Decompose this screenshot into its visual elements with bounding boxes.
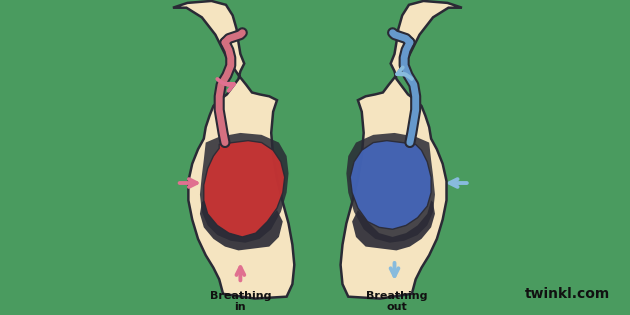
Polygon shape: [352, 200, 435, 250]
Text: Breathing
in: Breathing in: [210, 291, 271, 312]
Polygon shape: [173, 1, 294, 299]
Text: twinkl.com: twinkl.com: [525, 287, 610, 301]
Polygon shape: [346, 133, 435, 243]
Polygon shape: [200, 200, 283, 250]
Text: Breathing
out: Breathing out: [365, 291, 427, 312]
Polygon shape: [350, 140, 431, 229]
Polygon shape: [341, 1, 462, 299]
Polygon shape: [200, 133, 289, 243]
Polygon shape: [203, 140, 285, 237]
